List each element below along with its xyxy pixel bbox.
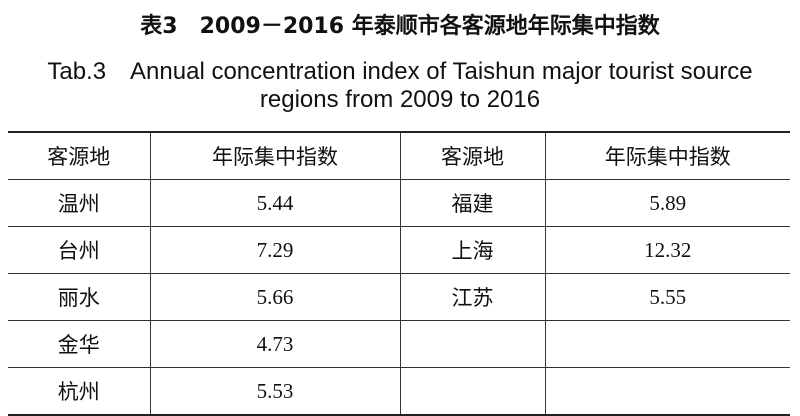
cell: 温州: [8, 179, 151, 227]
cell: 江苏: [399, 273, 546, 321]
cell: 5.53: [149, 367, 401, 416]
cell: 金华: [8, 320, 151, 368]
empty-cell: [399, 367, 546, 416]
cell: 4.73: [149, 320, 401, 368]
row: 台州 7.29 上海 12.32: [8, 226, 790, 274]
cell: 5.89: [544, 179, 790, 227]
empty-cell: [544, 320, 790, 368]
cell: 杭州: [8, 367, 151, 416]
header-cell: 客源地: [8, 131, 151, 180]
cell: 福建: [399, 179, 546, 227]
title-zh: 表3 2009－2016 年泰顺市各客源地年际集中指数: [140, 14, 660, 39]
header-row: 客源地 年际集中指数 客源地 年际集中指数: [8, 131, 790, 180]
cell: 7.29: [149, 226, 401, 274]
cell: 12.32: [544, 226, 790, 274]
row: 温州 5.44 福建 5.89: [8, 179, 790, 227]
empty-cell: [399, 320, 546, 368]
cell: 台州: [8, 226, 151, 274]
title-en: Tab.3 Annual concentration index of Tais…: [47, 58, 753, 85]
cell: 5.55: [544, 273, 790, 321]
cell: 上海: [399, 226, 546, 274]
header-cell: 年际集中指数: [544, 131, 790, 180]
row: 杭州 5.53: [8, 367, 790, 416]
table: 客源地 年际集中指数 客源地 年际集中指数 温州 5.44 福建 5.89 台州 7.29…: [8, 131, 790, 416]
header-cell: 客源地: [399, 131, 546, 180]
table-body: 温州 5.44 福建 5.89 台州 7.29 上海 12.32 丽水 5.66 江苏 5.55 金华 4…: [8, 179, 790, 416]
cell: 5.66: [149, 273, 401, 321]
row: 丽水 5.66 江苏 5.55: [8, 273, 790, 321]
cell: 5.44: [149, 179, 401, 227]
row: 金华 4.73: [8, 320, 790, 368]
header-cell: 年际集中指数: [149, 131, 401, 180]
empty-cell: [544, 367, 790, 416]
title-en: regions from 2009 to 2016: [259, 86, 541, 113]
cell: 丽水: [8, 273, 151, 321]
